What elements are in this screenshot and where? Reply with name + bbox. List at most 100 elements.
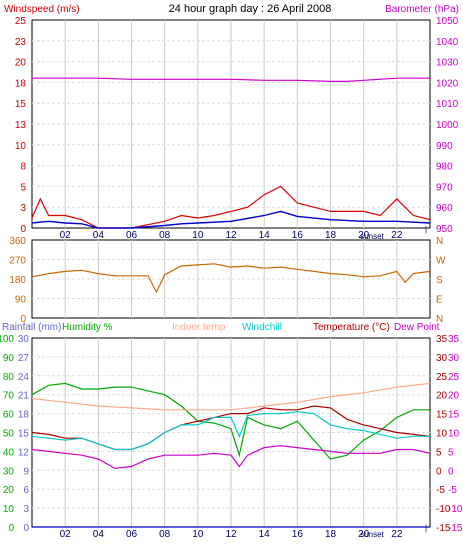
dir-left-ytick-3: 90 (15, 295, 27, 306)
chart-title: 24 hour graph day : 26 April 2008 (169, 3, 332, 15)
temp-xtick-04: 04 (93, 529, 105, 540)
temp-right-a-ytick-right-4: 15 (436, 410, 448, 421)
baro-right-ytick-right-0: 1050 (436, 16, 459, 27)
rain-left-ytick-9: 3 (23, 504, 29, 515)
temp-right-a-ytick-right-3: 20 (436, 391, 448, 402)
wind-left-ytick-3: 18 (15, 78, 27, 89)
temp-right-b-ytick-right-0: 35 (448, 334, 460, 345)
wind-left-ytick-5: 13 (15, 120, 27, 131)
baro-right-ytick-right-10: 950 (436, 224, 453, 235)
baro-right-ytick-right-4: 1010 (436, 99, 459, 110)
wind-left-ytick-8: 5 (20, 182, 26, 193)
wind-xtick-16: 16 (292, 230, 304, 241)
wind-left-ytick-1: 23 (15, 37, 27, 48)
baro-right-ytick-right-9: 960 (436, 203, 453, 214)
wind-xtick-20: 20 (358, 230, 370, 241)
dir-left-ytick-0: 360 (9, 236, 26, 247)
wind-xtick-18: 18 (325, 230, 337, 241)
hum-left-ytick-4: 60 (3, 410, 15, 421)
wind-end-marker: | (425, 225, 427, 234)
temp-right-b-ytick-right-4: 15 (448, 410, 460, 421)
wind-left-ytick-6: 10 (15, 141, 27, 152)
dir-right-ytick-right-3: E (436, 295, 443, 306)
temp-right-a-ytick-right-2: 25 (436, 372, 448, 383)
wind-left-ytick-2: 20 (15, 58, 27, 69)
temp-xtick-02: 02 (60, 529, 72, 540)
rain-left-ytick-6: 12 (18, 447, 30, 458)
series-line-4 (31, 445, 431, 470)
rain-left-ytick-3: 21 (18, 391, 30, 402)
wind-xtick-12: 12 (225, 230, 237, 241)
temp-right-b-ytick-right-7: 0 (448, 466, 454, 477)
temp-right-b-ytick-right-5: 10 (448, 429, 460, 440)
baro-ylabel: Barometer (hPa) (385, 4, 459, 15)
temp-xtick-08: 08 (159, 529, 171, 540)
temp-right-b-ytick-right-1: 30 (448, 353, 460, 364)
dir-left-ytick-2: 180 (9, 275, 26, 286)
temp-end-marker: | (425, 524, 427, 533)
wind-left-ytick-4: 15 (15, 99, 27, 110)
rain-left-ytick-1: 27 (18, 353, 30, 364)
baro-right-ytick-right-3: 1020 (436, 78, 459, 89)
hum-left-ytick-3: 70 (3, 391, 15, 402)
series-line-3 (31, 411, 430, 451)
temp-right-b-ytick-right-8: -5 (448, 485, 457, 496)
hum-left-ytick-1: 90 (3, 353, 15, 364)
temp-right-a-ytick-right-0: 35 (436, 334, 448, 345)
wind-avg-line (31, 210, 431, 229)
series-line-0 (31, 382, 430, 460)
temp-right-a-ytick-right-9: -10 (436, 504, 451, 515)
temp-right-a-ytick-right-1: 30 (436, 353, 448, 364)
wind-ylabel: Windspeed (m/s) (4, 4, 80, 15)
hum-left-ytick-6: 40 (3, 447, 15, 458)
rain-left-ytick-7: 9 (23, 466, 29, 477)
hum-left-ytick-9: 10 (3, 504, 15, 515)
baro-right-ytick-right-6: 990 (436, 141, 453, 152)
barometer-line (32, 77, 430, 83)
baro-right-ytick-right-1: 1040 (436, 37, 459, 48)
temp-right-a-ytick-right-7: 0 (436, 466, 442, 477)
dir-left-ytick-1: 270 (9, 256, 26, 267)
temp-right-b-ytick-right-3: 20 (448, 391, 460, 402)
dir-right-ytick-right-4: N (436, 314, 443, 325)
wind-xtick-02: 02 (60, 230, 72, 241)
wind-left-ytick-7: 8 (20, 162, 26, 173)
temp-xtick-22: 22 (391, 529, 403, 540)
rain-left-ytick-4: 18 (18, 410, 30, 421)
legend-1: Humidity % (62, 322, 113, 333)
wind-sunset-label: sunset (360, 232, 384, 241)
rain-left-ytick-8: 6 (23, 485, 29, 496)
series-line-1 (31, 382, 431, 411)
temp-xtick-18: 18 (325, 529, 337, 540)
wind-xtick-22: 22 (391, 230, 403, 241)
legend-3: Windchill (242, 322, 282, 333)
temp-right-a-ytick-right-5: 10 (436, 429, 448, 440)
temp-right-b-ytick-right-10: -15 (448, 523, 463, 534)
temp-sunset-label: sunset (360, 530, 384, 539)
temp-right-b-ytick-right-9: -10 (448, 504, 463, 515)
hum-left-ytick-7: 30 (3, 466, 15, 477)
legend-4: Temperature (°C) (313, 322, 390, 333)
wind-xtick-10: 10 (192, 230, 204, 241)
wind-xtick-14: 14 (259, 230, 271, 241)
dir-left-ytick-4: 0 (20, 314, 26, 325)
temp-xtick-16: 16 (292, 529, 304, 540)
hum-left-ytick-5: 50 (3, 429, 15, 440)
wind-left-ytick-10: 0 (20, 224, 26, 235)
legend-2: Indoor temp (172, 322, 226, 333)
rain-left-ytick-0: 30 (18, 334, 30, 345)
hum-left-ytick-10: 0 (8, 523, 14, 534)
wind-xtick-06: 06 (126, 230, 138, 241)
rain-left-ytick-2: 24 (18, 372, 30, 383)
temp-xtick-12: 12 (225, 529, 237, 540)
rain-left-ytick-10: 0 (23, 523, 29, 534)
dir-right-ytick-right-1: W (436, 256, 446, 267)
baro-right-ytick-right-5: 1000 (436, 120, 459, 131)
wind-left-ytick-9: 3 (20, 203, 26, 214)
temp-right-a-ytick-right-8: -5 (436, 485, 445, 496)
wind-xtick-04: 04 (93, 230, 105, 241)
baro-right-ytick-right-8: 970 (436, 182, 453, 193)
temp-xtick-10: 10 (192, 529, 204, 540)
wind-dir-line (31, 263, 431, 294)
